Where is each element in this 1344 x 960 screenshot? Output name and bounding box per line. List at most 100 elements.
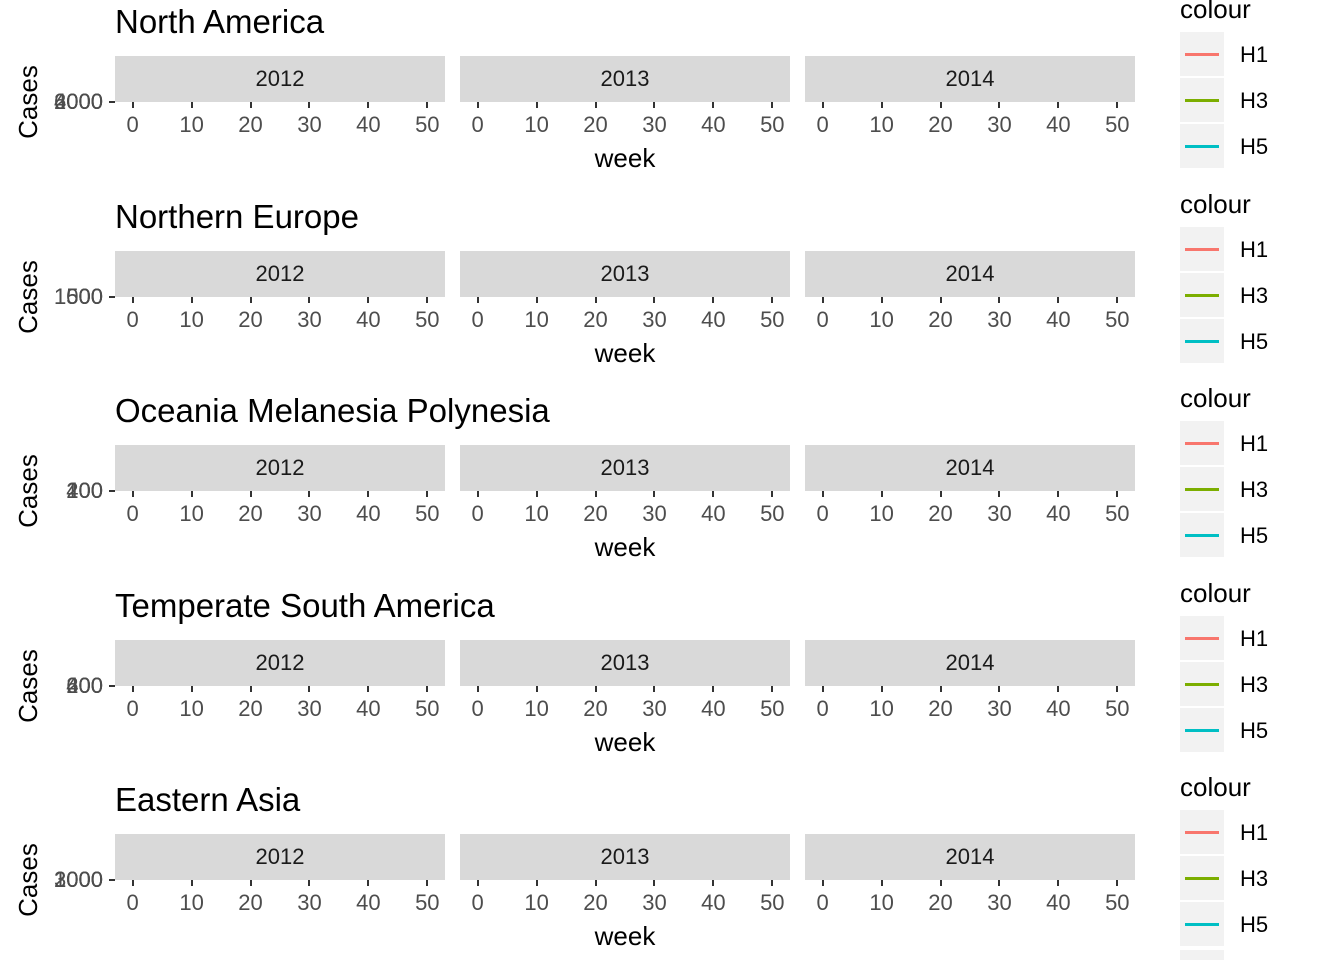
legend-label: H3 (1240, 282, 1269, 308)
x-tick-label: 10 (869, 695, 894, 721)
x-tick-mark (476, 102, 479, 108)
x-tick-label: 20 (928, 695, 953, 721)
x-tick-label: 40 (1046, 890, 1071, 915)
x-tick-label: 20 (928, 501, 953, 526)
x-tick-mark (821, 880, 824, 886)
x-tick-label: 30 (642, 695, 667, 721)
x-tick-mark (535, 685, 538, 692)
x-tick-mark (1057, 491, 1060, 497)
x-axis-label: week (594, 337, 656, 368)
x-tick-mark (771, 880, 774, 886)
facet-strip-label: 2013 (600, 844, 650, 869)
legend-label: H5 (1240, 134, 1269, 159)
legend-swatch-h5 (1185, 923, 1219, 926)
facet-strip-label: 2012 (255, 844, 305, 869)
x-tick-mark (1057, 102, 1060, 108)
legend-swatch-h1 (1185, 247, 1219, 251)
legend-key-h5 (1180, 513, 1224, 557)
x-tick-mark (771, 296, 774, 303)
x-tick-mark (426, 296, 429, 303)
x-tick-label: 40 (1046, 695, 1071, 721)
legend-key-partial (1180, 950, 1224, 960)
y-tick-label: 400 (66, 478, 103, 503)
x-tick-label: 20 (238, 501, 263, 526)
x-tick-label: 10 (869, 501, 894, 526)
x-tick-label: 50 (760, 112, 785, 137)
legend-swatch-h3 (1185, 488, 1219, 491)
x-tick-label: 10 (179, 306, 204, 332)
y-tick-label: 600 (66, 672, 103, 698)
x-tick-mark (821, 296, 824, 303)
x-tick-label: 20 (583, 306, 608, 332)
x-tick-mark (653, 685, 656, 692)
x-tick-label: 30 (987, 306, 1012, 332)
x-tick-label: 10 (869, 890, 894, 915)
x-tick-mark (308, 491, 311, 497)
x-tick-label: 20 (928, 112, 953, 137)
facet-strip-label: 2014 (945, 260, 995, 286)
facet-strip-2013: 2013 (460, 834, 790, 880)
legend-key-h1 (1180, 32, 1224, 76)
x-tick-mark (594, 102, 597, 108)
x-tick-label: 40 (1046, 112, 1071, 137)
facet-strip-2013: 2013 (460, 445, 790, 491)
facet-strip-label: 2013 (600, 455, 650, 480)
y-tick-labels: 500 1000 1500 (0, 285, 103, 310)
x-tick-label: 10 (524, 890, 549, 915)
x-tick-mark (939, 880, 942, 886)
y-tick-label: 6000 (54, 89, 103, 114)
x-tick-mark (594, 296, 597, 303)
x-tick-label: 40 (356, 890, 381, 915)
x-tick-mark (939, 296, 942, 303)
x-axis-label: week (594, 921, 656, 951)
x-tick-label: 30 (297, 501, 322, 526)
x-tick-mark (712, 102, 715, 108)
legend-label: H3 (1240, 88, 1269, 113)
legend-swatch-h1 (1185, 53, 1219, 56)
legend-key-h5 (1180, 124, 1224, 168)
x-tick-label: 50 (415, 112, 440, 137)
x-tick-mark (880, 491, 883, 497)
x-tick-mark (190, 296, 193, 303)
x-tick-mark (535, 880, 538, 886)
x-tick-mark (594, 685, 597, 692)
x-tick-mark (1116, 296, 1119, 303)
x-tick-mark (771, 491, 774, 497)
legend-key-h3 (1180, 856, 1224, 900)
legend-swatch-h5 (1185, 145, 1219, 148)
y-tick-label: 200 (66, 672, 103, 698)
x-tick-label: 40 (701, 695, 726, 721)
facet-strip-label: 2012 (255, 649, 305, 675)
x-tick-mark (998, 296, 1001, 303)
legend-key-h1 (1180, 615, 1224, 660)
x-tick-label: 30 (297, 695, 322, 721)
x-tick-label: 10 (524, 306, 549, 332)
x-tick-label: 50 (415, 306, 440, 332)
x-tick-label: 40 (1046, 306, 1071, 332)
x-tick-mark (653, 102, 656, 108)
chart-title: Eastern Asia (115, 781, 301, 818)
x-tick-label: 0 (471, 306, 484, 332)
x-tick-mark (1116, 491, 1119, 497)
x-tick-mark (249, 102, 252, 108)
chart-title: Northern Europe (115, 197, 359, 235)
x-tick-mark (771, 685, 774, 692)
x-tick-mark (712, 880, 715, 886)
x-axis-label: week (594, 143, 656, 173)
x-tick-label: 50 (760, 890, 785, 915)
x-tick-mark (131, 296, 134, 303)
legend-swatch-h5 (1185, 339, 1219, 343)
x-tick-mark (308, 296, 311, 303)
x-tick-label: 40 (356, 112, 381, 137)
facet-strip-label: 2012 (255, 260, 305, 286)
x-tick-label: 40 (356, 501, 381, 526)
x-tick-label: 10 (179, 890, 204, 915)
x-tick-label: 0 (126, 501, 139, 526)
x-tick-mark (771, 102, 774, 108)
x-tick-mark (535, 296, 538, 303)
y-tick-labels: 1000 2000 3000 (0, 869, 103, 893)
facet-strip-2012: 2012 (115, 445, 445, 491)
x-tick-label: 20 (583, 695, 608, 721)
x-tick-label: 50 (415, 695, 440, 721)
